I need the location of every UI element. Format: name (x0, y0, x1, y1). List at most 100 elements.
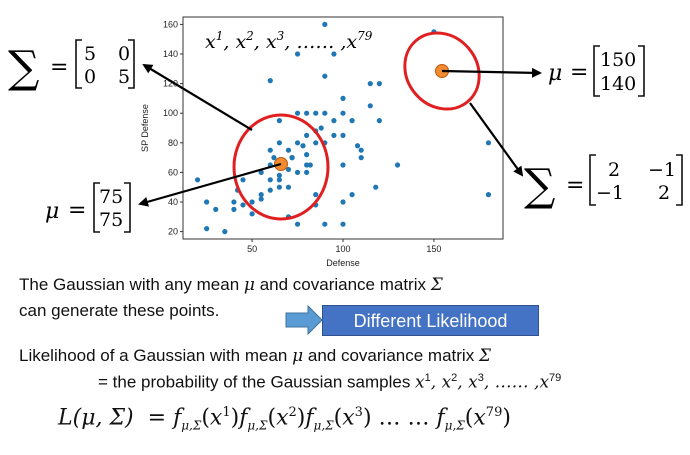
scatter-point (340, 199, 346, 205)
arrow-to-sigma2 (469, 102, 524, 177)
sigma1-left-bracket (75, 39, 82, 89)
scatter-point (367, 81, 373, 87)
line4-x1: x (415, 372, 425, 393)
line3-text-b: and covariance matrix (303, 346, 479, 365)
sigma2-a12: −1 (648, 159, 676, 181)
line4-sup1: 1 (424, 372, 431, 384)
scatter-point (249, 199, 255, 205)
scatter-point (222, 229, 228, 235)
scatter-point (294, 110, 301, 116)
sigma1-a22: 5 (118, 66, 130, 88)
formula-x2: x (276, 405, 289, 431)
scatter-point (331, 118, 337, 124)
mu1-right-bracket (124, 182, 131, 233)
formula-ellipsis: … … (378, 405, 430, 431)
sigma2-sum-symbol: ∑ (524, 160, 555, 211)
mu1-symbol: μ (45, 199, 59, 224)
line3-sigma: Σ (478, 346, 491, 366)
mu1-equals: = (68, 198, 86, 223)
scatter-point (394, 162, 401, 168)
y-axis-label: SP Defense (140, 104, 150, 152)
formula-x1: x (209, 405, 223, 431)
scatter-point (322, 73, 328, 79)
mu1-label: μ = 75 75 (45, 182, 131, 233)
formula-lhs: L(μ, Σ) (58, 405, 134, 431)
x-axis-label: Defense (326, 258, 360, 268)
scatter-point (267, 78, 273, 84)
x-tick-label: 100 (335, 244, 350, 254)
line4-text-a: = the probability of the Gaussian sample… (98, 372, 416, 392)
scatter-point (349, 192, 355, 198)
scatter-point (231, 206, 237, 212)
sigma2-equals: = (566, 173, 584, 198)
scatter-point (258, 192, 264, 198)
y-tick-label: 80 (168, 138, 178, 148)
sigma2-label: ∑ = 2 −1 −1 2 (524, 154, 683, 211)
scatter-point (376, 81, 382, 87)
arrow-to-sigma1 (142, 63, 253, 131)
x-tick-label: 150 (426, 244, 441, 254)
block-arrow (285, 304, 323, 336)
y-tick-label: 40 (168, 197, 178, 207)
scatter-point (358, 155, 364, 161)
sigma1-a11: 5 (84, 43, 96, 65)
mu2-equals: = (570, 60, 588, 85)
scatter-point (331, 132, 337, 138)
line1-text-b: and covariance matrix (254, 275, 431, 294)
scatter-point (485, 140, 492, 146)
mu2-label: μ = 150 140 (548, 45, 645, 97)
scatter-point (276, 140, 282, 146)
mu2-symbol: μ (548, 61, 562, 86)
sigma2-a11: 2 (608, 159, 620, 181)
scatter-point (376, 118, 382, 124)
scatter-point (267, 147, 273, 153)
scatter-point (294, 140, 301, 146)
scatter-point (258, 196, 264, 202)
scatter-point (318, 125, 324, 131)
line-probability-samples: = the probability of the Gaussian sample… (98, 372, 561, 393)
mu1-v1: 75 (99, 186, 123, 208)
sigma2-a21: −1 (596, 182, 624, 204)
scatter-point (289, 155, 295, 161)
formula-f2: f (239, 405, 248, 431)
line4-x79: , …… ,x (483, 372, 550, 393)
scatter-point (294, 221, 301, 227)
mu2-left-bracket (593, 45, 600, 97)
scatter-point (331, 51, 337, 57)
y-tick-label: 20 (168, 227, 178, 237)
arrow-to-mu2 (441, 67, 542, 78)
scatter-point (213, 206, 219, 212)
scatter-point (340, 221, 346, 227)
scatter-point (322, 21, 328, 27)
line4-sup2: 2 (451, 372, 458, 384)
scatter-point (322, 221, 328, 227)
sigma2-left-bracket (589, 154, 596, 206)
formula-sub1: μ,Σ (181, 418, 202, 433)
sigma1-a21: 0 (84, 66, 96, 88)
sigma1-sum-symbol: ∑ (8, 42, 39, 93)
likelihood-formula: L(μ, Σ) = fμ,Σ(x1)fμ,Σ(x2)fμ,Σ(x3) … … f… (58, 405, 511, 433)
scatter-point (276, 177, 282, 183)
line3-text-a: Likelihood of a Gaussian with mean (19, 346, 293, 365)
highlight-ellipse-left (232, 113, 330, 221)
scatter-point (276, 118, 282, 124)
scatter-point (240, 202, 246, 208)
x-axis-ticks: 50 100 150 (247, 239, 441, 254)
mu2-v1: 150 (600, 49, 636, 71)
scatter-point (304, 169, 310, 175)
formula-sup3: 3 (354, 405, 363, 420)
scatter-point (294, 51, 301, 57)
scatter-point (340, 132, 346, 138)
different-likelihood-button[interactable]: Different Likelihood (322, 305, 539, 336)
scatter-point (358, 147, 364, 153)
line1-text-a: The Gaussian with any mean (19, 275, 244, 294)
scatter-point (204, 226, 210, 232)
x-sequence-label: x1, x2, x3, …… ,x79 (205, 29, 373, 53)
line4-sup3: 3 (477, 372, 484, 384)
scatter-points (194, 21, 492, 235)
scatter-point (313, 140, 319, 146)
line1-sigma: Σ (430, 275, 443, 295)
line3-mu: μ (292, 346, 304, 366)
formula-sup1: 1 (222, 405, 231, 420)
formula-sub3: μ,Σ (313, 418, 334, 433)
